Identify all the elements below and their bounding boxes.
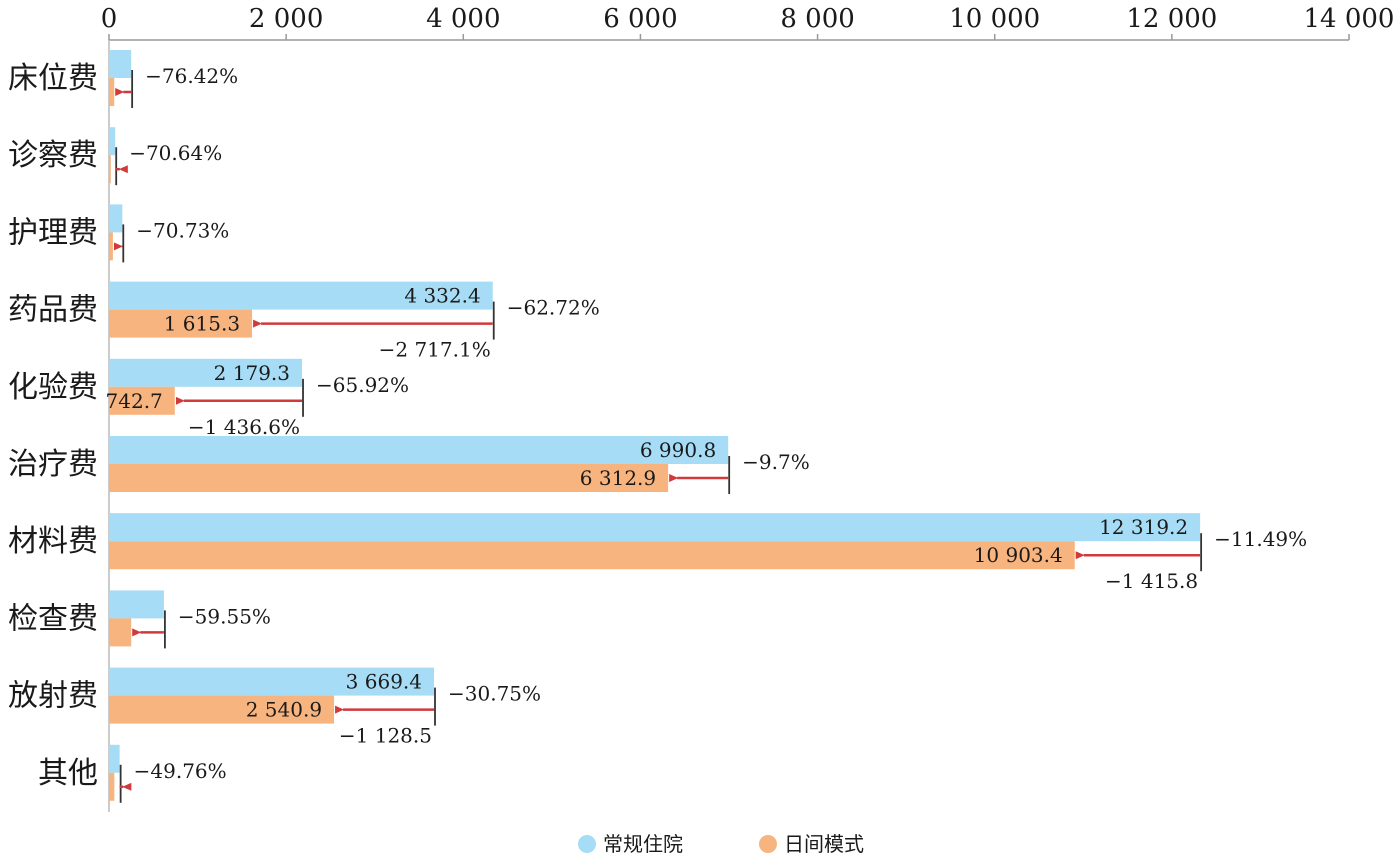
x-tick-label: 4 000 xyxy=(426,4,500,34)
legend-swatch-regular xyxy=(578,835,596,853)
category-label: 床位费 xyxy=(8,61,98,96)
percent-change-label: −70.73% xyxy=(136,218,229,242)
value-label-day: 742.7 xyxy=(106,389,163,413)
bar-regular xyxy=(109,204,123,233)
x-tick-label: 0 xyxy=(101,4,118,34)
category-label: 治疗费 xyxy=(8,447,98,482)
legend-label-day: 日间模式 xyxy=(784,832,864,856)
category-label: 其他 xyxy=(38,756,98,791)
bar-day xyxy=(109,695,335,724)
percent-change-label: −9.7% xyxy=(742,450,810,474)
percent-change-label: −65.92% xyxy=(316,373,409,397)
x-axis: 0 2 000 4 000 6 000 8 000 10 000 12 000 14 000 xyxy=(101,4,1395,812)
category-label: 药品费 xyxy=(8,293,98,328)
absolute-change-label: −1 436.6% xyxy=(188,415,300,439)
bar-regular xyxy=(109,358,303,387)
legend: 常规住院 日间模式 xyxy=(578,832,864,856)
x-tick-label: 14 000 xyxy=(1304,4,1395,34)
category-label: 诊察费 xyxy=(8,138,98,173)
bar-day xyxy=(109,464,669,492)
value-label-day: 10 903.4 xyxy=(974,543,1063,567)
bars xyxy=(109,50,1203,803)
bar-regular xyxy=(109,436,729,464)
x-tick-label: 6 000 xyxy=(603,4,677,34)
bar-regular xyxy=(109,127,116,156)
value-label-regular: 2 179.3 xyxy=(214,361,290,385)
x-tick-label: 2 000 xyxy=(249,4,323,34)
value-label-day: 6 312.9 xyxy=(580,466,656,490)
x-tick-label: 12 000 xyxy=(1126,4,1217,34)
bar-regular xyxy=(109,50,132,78)
category-label: 化验费 xyxy=(8,370,98,405)
value-label-regular: 12 319.2 xyxy=(1099,515,1188,539)
percent-change-label: −11.49% xyxy=(1214,527,1307,551)
bar-day xyxy=(109,386,175,415)
category-label: 材料费 xyxy=(8,524,98,559)
legend-label-regular: 常规住院 xyxy=(603,832,683,856)
percent-change-label: −76.42% xyxy=(145,64,238,88)
bar-day xyxy=(109,78,115,106)
category-label: 护理费 xyxy=(8,215,98,250)
legend-swatch-day xyxy=(759,835,777,853)
bar-day xyxy=(109,232,113,261)
bar-day xyxy=(109,772,115,801)
bar-day xyxy=(109,309,253,338)
percent-change-label: −49.76% xyxy=(134,759,227,783)
bar-regular xyxy=(109,281,493,310)
absolute-change-label: −1 128.5 xyxy=(339,724,432,748)
absolute-change-label: −2 717.1% xyxy=(379,338,491,362)
category-labels: 床位费 −76.42% 诊察费 −70.64% 护理费 −70.73% 药品费 4 332.4… xyxy=(8,61,1307,791)
percent-change-label: −70.64% xyxy=(129,141,222,165)
bar-regular xyxy=(109,667,435,696)
value-label-regular: 3 669.4 xyxy=(346,670,422,694)
bar-day xyxy=(109,618,132,647)
category-label: 放射费 xyxy=(8,679,98,714)
value-label-regular: 4 332.4 xyxy=(404,284,480,308)
x-tick-label: 10 000 xyxy=(949,4,1040,34)
bar-day xyxy=(109,541,1075,570)
percent-change-label: −62.72% xyxy=(507,296,600,320)
value-label-day: 1 615.3 xyxy=(164,312,240,336)
bar-day xyxy=(109,155,111,184)
percent-change-label: −59.55% xyxy=(178,604,271,628)
bar-regular xyxy=(109,513,1201,542)
x-tick-label: 8 000 xyxy=(780,4,854,34)
bar-regular xyxy=(109,744,120,773)
bar-regular xyxy=(109,590,164,619)
value-label-regular: 6 990.8 xyxy=(640,438,716,462)
percent-change-label: −30.75% xyxy=(448,682,541,706)
category-label: 检查费 xyxy=(8,601,98,636)
value-label-day: 2 540.9 xyxy=(246,698,322,722)
absolute-change-label: −1 415.8 xyxy=(1105,569,1198,593)
